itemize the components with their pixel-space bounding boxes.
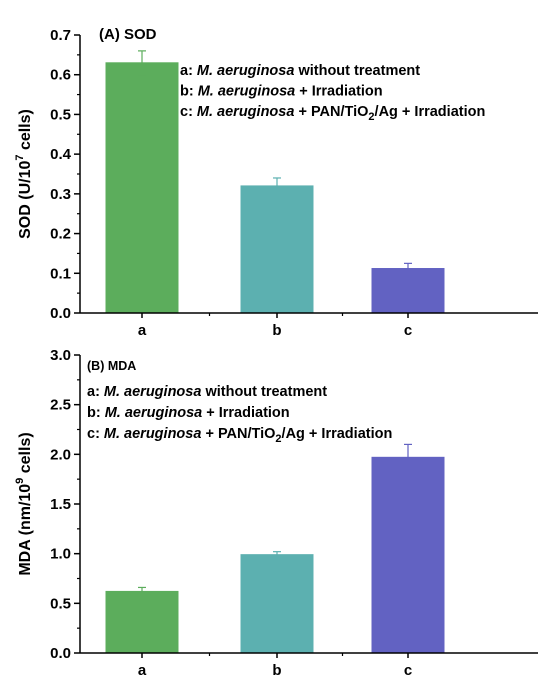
y-tick-label: 2.5 (50, 397, 71, 414)
y-tick-label: 0.2 (50, 226, 71, 243)
legend-line-c: c: M. aeruginosa + PAN/TiO2/Ag + Irradia… (87, 426, 392, 445)
panel-b-mda-chart: 0.0 0.5 1.0 1.5 2.0 2.5 3.0 a b c MDA (nm/109 cell… (14, 347, 538, 675)
panel-title: (A) SOD (99, 26, 157, 43)
legend-line-b: b: M. aeruginosa + Irradiation (180, 84, 383, 100)
y-axis-label: SOD (U/107 cells) (14, 109, 34, 239)
y-tick-label: 0.0 (50, 305, 71, 322)
legend-line-c: c: M. aeruginosa + PAN/TiO2/Ag + Irradia… (180, 104, 485, 123)
y-tick-label: 0.0 (50, 645, 71, 662)
x-tick-label-a: a (138, 322, 147, 339)
error-bar-a (138, 586, 146, 596)
y-tick-label: 3.0 (50, 347, 71, 364)
bar-a (105, 590, 179, 654)
x-tick-label-c: c (404, 662, 412, 675)
bar-b (240, 554, 314, 654)
panel-title: (B) MDA (87, 359, 136, 373)
y-tick-label: 0.7 (50, 27, 71, 44)
y-tick-label: 0.5 (50, 106, 71, 123)
y-axis-label: MDA (nm/109 cells) (14, 432, 34, 575)
error-bar-a (138, 50, 146, 76)
y-tick-label: 0.5 (50, 595, 71, 612)
y-tick-label: 0.1 (50, 265, 71, 282)
panel-a-sod-chart: 0.0 0.1 0.2 0.3 0.4 0.5 0.6 0.7 a b c SOD (U/107 ce… (14, 26, 538, 339)
y-tick-label: 1.0 (50, 546, 71, 563)
bar-c (371, 268, 445, 314)
x-tick-label-a: a (138, 662, 147, 675)
legend-line-a: a: M. aeruginosa without treatment (87, 384, 327, 400)
y-tick-label: 0.4 (50, 146, 72, 163)
y-tick-label: 0.3 (50, 186, 71, 203)
y-tick-label: 1.5 (50, 496, 71, 513)
y-tick-label: 0.6 (50, 67, 71, 84)
legend-line-b: b: M. aeruginosa + Irradiation (87, 405, 290, 421)
error-bar-b (273, 177, 281, 195)
x-tick-label-b: b (272, 662, 281, 675)
y-tick-label: 2.0 (50, 446, 71, 463)
bar-b (240, 185, 314, 314)
error-bar-c (404, 443, 412, 471)
x-tick-label-c: c (404, 322, 412, 339)
error-bar-b (273, 551, 281, 559)
legend-line-a: a: M. aeruginosa without treatment (180, 63, 420, 79)
bar-a (105, 62, 179, 314)
x-tick-label-b: b (272, 322, 281, 339)
error-bar-c (404, 262, 412, 275)
bar-c (371, 456, 445, 654)
